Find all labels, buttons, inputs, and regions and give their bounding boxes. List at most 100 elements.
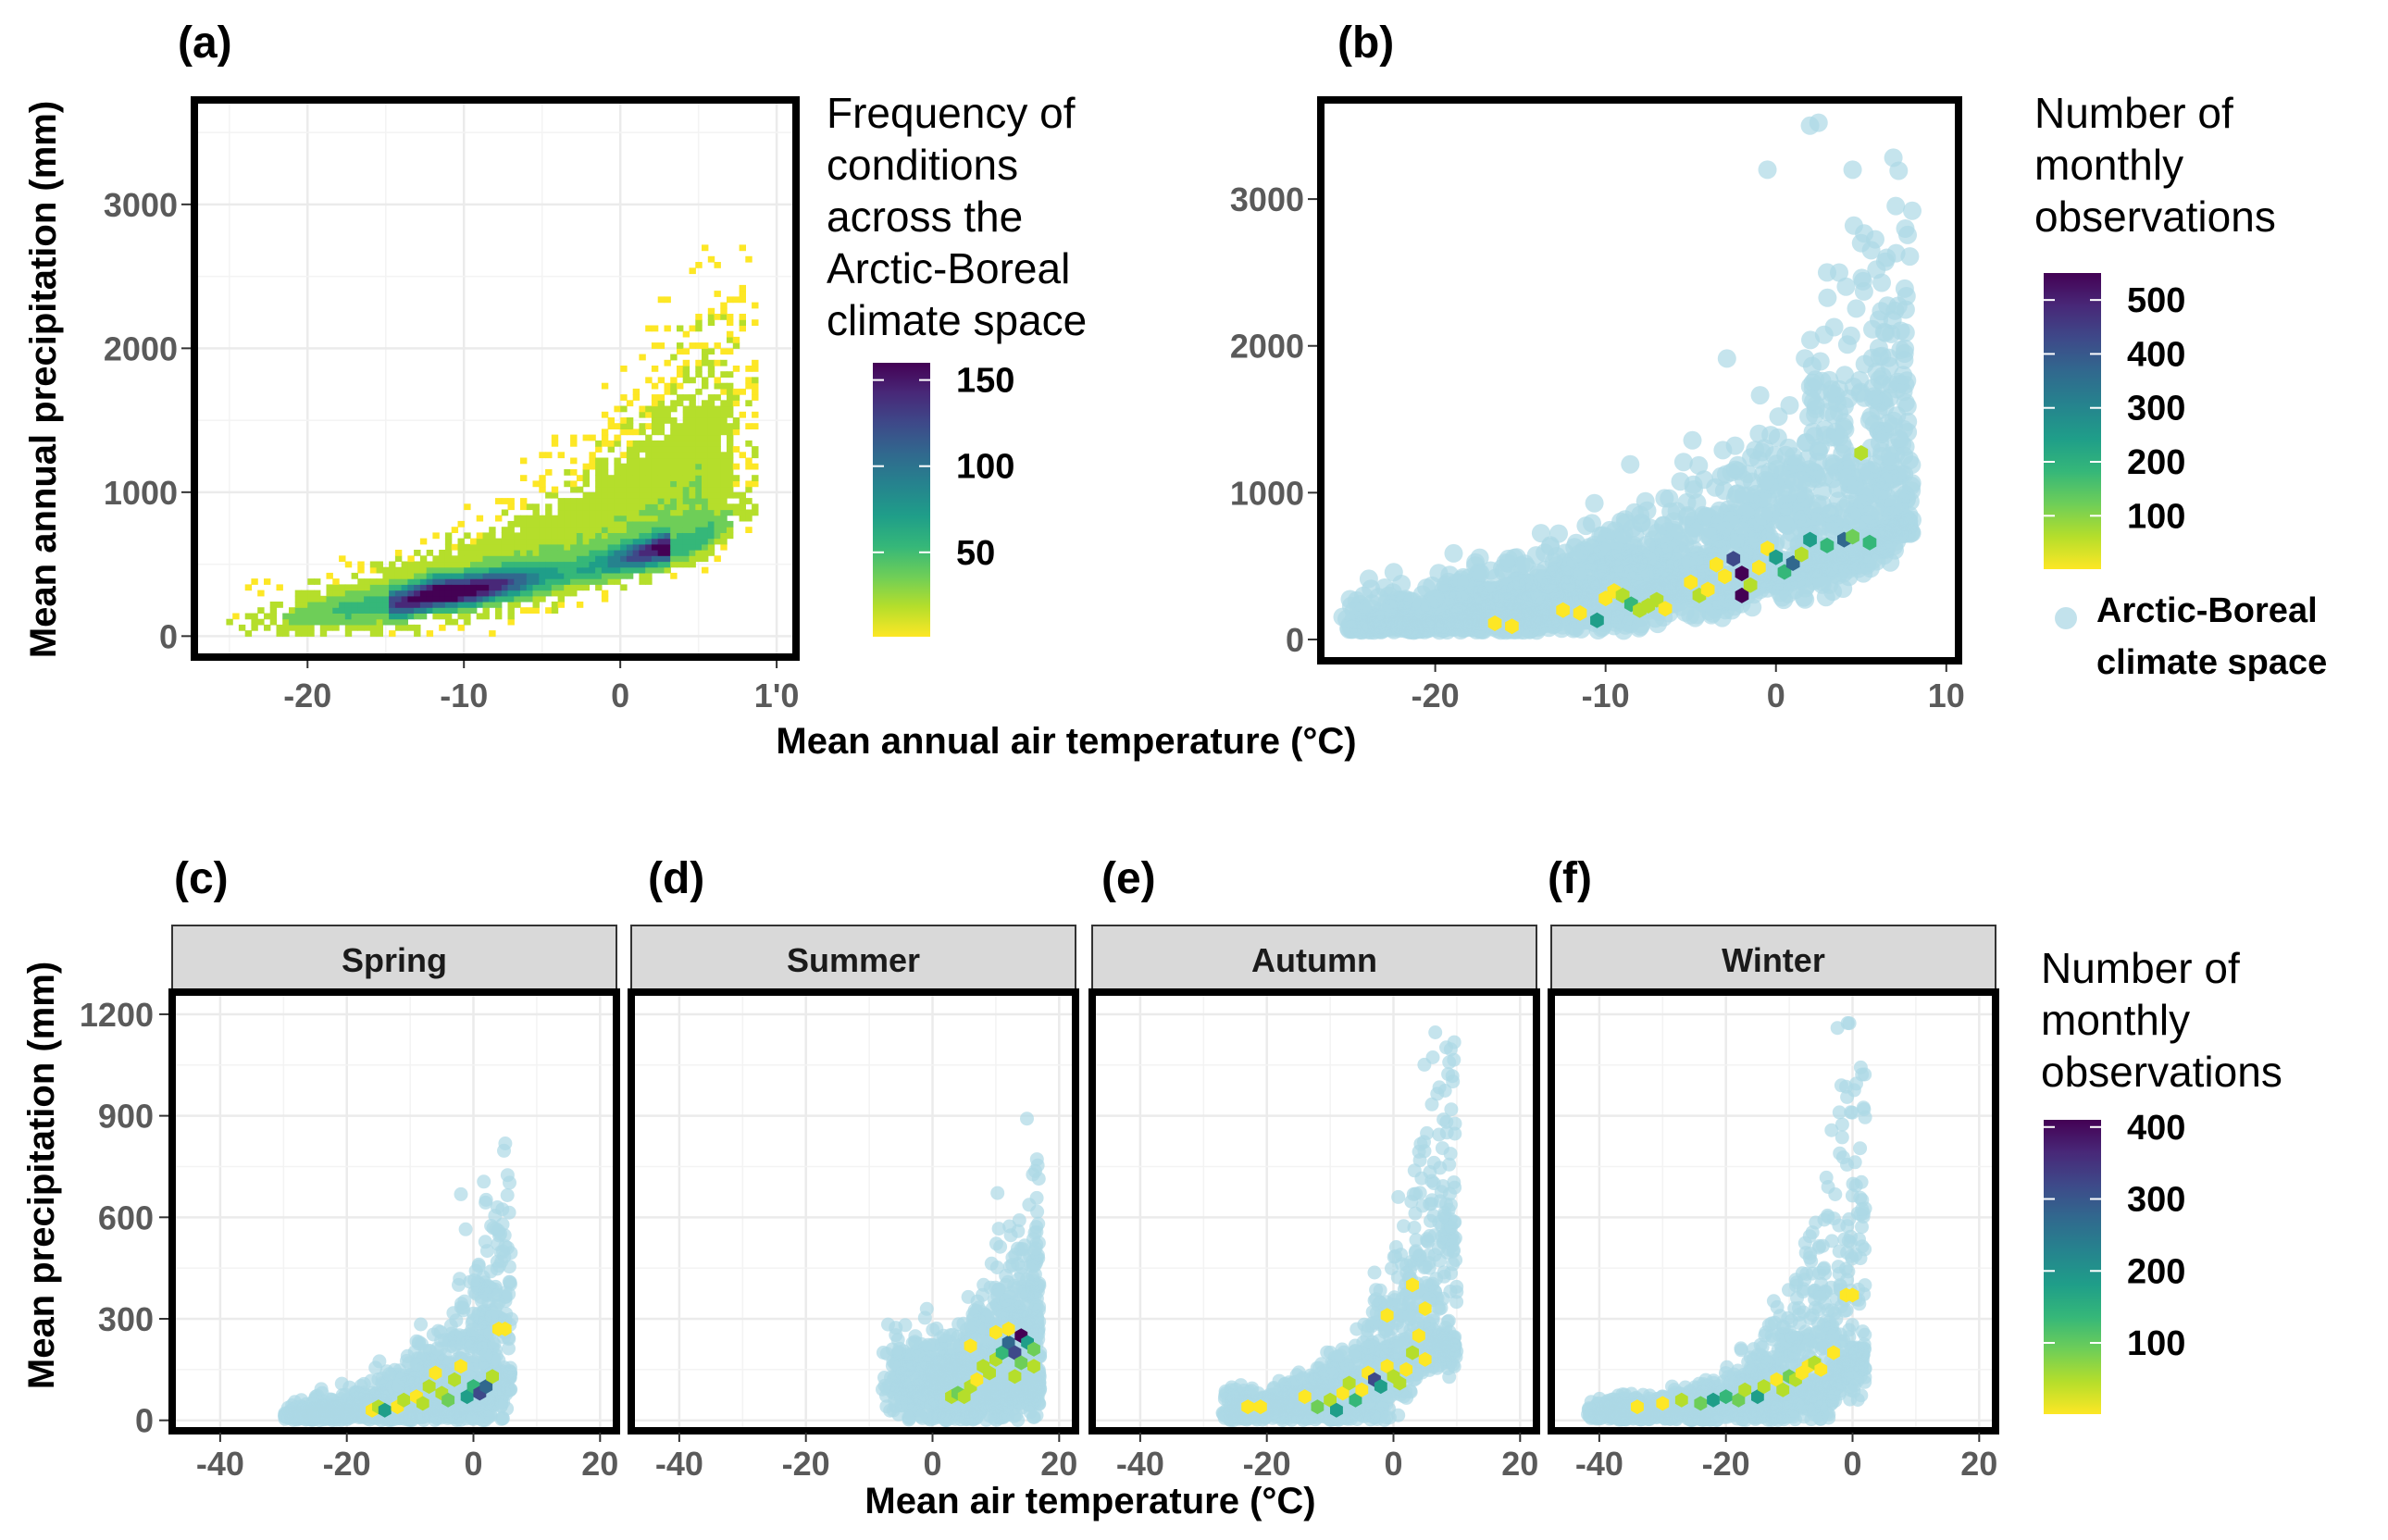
heatmap-cell [269, 613, 278, 620]
heatmap-cell [677, 371, 684, 378]
heatmap-cell [702, 486, 709, 493]
heatmap-cell [639, 527, 646, 533]
heatmap-cell [651, 446, 659, 453]
heatmap-cell [570, 480, 578, 488]
heatmap-cell [632, 498, 641, 504]
heatmap-cell [720, 411, 728, 418]
heatmap-cell [689, 561, 696, 568]
heatmap-cell [520, 595, 528, 602]
heatmap-cell [657, 342, 665, 349]
heatmap-cell [276, 584, 283, 591]
heatmap-cell [495, 578, 503, 585]
heatmap-cell [289, 613, 296, 620]
heatmap-cell [620, 480, 628, 488]
heatmap-cell [357, 584, 365, 591]
heatmap-cell [702, 543, 709, 551]
climate-space-point [1600, 520, 1620, 540]
heatmap-cell [344, 602, 353, 608]
heatmap-cell [689, 342, 696, 349]
heatmap-cell [645, 411, 653, 418]
legend-b-tick-label: 100 [2127, 497, 2185, 536]
heatmap-cell [670, 428, 678, 436]
heatmap-cell [482, 602, 490, 608]
heatmap-cell [752, 359, 759, 366]
heatmap-cell [707, 503, 715, 511]
heatmap-cell [557, 566, 565, 574]
heatmap-cell [244, 630, 253, 637]
heatmap-cell [364, 613, 371, 620]
heatmap-cell [677, 440, 684, 447]
heatmap-cell [645, 377, 653, 384]
heatmap-cell [689, 463, 696, 470]
heatmap-cell [376, 630, 383, 637]
heatmap-cell [557, 538, 565, 545]
heatmap-cell [439, 578, 446, 585]
strip-label-winter: Winter [1722, 941, 1825, 979]
panel-b-x-tick-label: -20 [1412, 677, 1460, 714]
heatmap-cell [720, 543, 728, 551]
climate-space-point [471, 1257, 486, 1272]
heatmap-cell [532, 590, 540, 597]
heatmap-cell [595, 498, 603, 504]
heatmap-cell [720, 388, 728, 395]
heatmap-cell [251, 578, 258, 585]
legend-a-title-line-2: conditions [827, 141, 1018, 189]
heatmap-cell [682, 543, 690, 551]
heatmap-cell [664, 532, 671, 540]
heatmap-cell [376, 578, 383, 585]
heatmap-cell [432, 613, 440, 620]
heatmap-cell [539, 555, 546, 563]
heatmap-cell [432, 595, 440, 602]
climate-space-point [1857, 555, 1876, 575]
heatmap-cell [444, 543, 453, 551]
heatmap-cell [426, 578, 434, 585]
heatmap-cell [545, 527, 553, 533]
heatmap-cell [589, 434, 596, 441]
climate-space-point [453, 1272, 467, 1286]
climate-space-point [1624, 503, 1644, 522]
heatmap-cell [551, 578, 559, 585]
heatmap-cell [351, 590, 358, 597]
climate-space-point [1384, 563, 1403, 582]
heatmap-cell [707, 428, 715, 436]
heatmap-cell [451, 572, 459, 579]
heatmap-cell [526, 543, 534, 551]
heatmap-cell [376, 584, 383, 591]
heatmap-cell [620, 405, 628, 413]
heatmap-cell [614, 578, 621, 585]
climate-space-point [1769, 407, 1788, 427]
heatmap-cell [464, 584, 471, 591]
heatmap-cell [545, 550, 553, 556]
heatmap-cell [720, 314, 728, 320]
heatmap-cell [677, 527, 684, 533]
heatmap-cell [389, 584, 396, 591]
climate-space-point [1487, 580, 1507, 600]
heatmap-cell [682, 527, 690, 533]
heatmap-cell [657, 296, 665, 304]
heatmap-cell [727, 348, 734, 355]
heatmap-cell [714, 314, 721, 320]
heatmap-cell [582, 520, 590, 528]
heatmap-cell [702, 475, 709, 481]
heatmap-cell [720, 486, 728, 493]
climate-space-point [1793, 510, 1812, 529]
heatmap-cell [489, 572, 496, 579]
heatmap-cell [551, 572, 559, 579]
heatmap-cell [589, 578, 596, 585]
heatmap-cell [451, 566, 459, 574]
heatmap-cell [607, 543, 615, 551]
heatmap-cell [714, 434, 721, 441]
panel-a-x-tick-label: -20 [283, 677, 331, 714]
heatmap-cell [444, 595, 453, 602]
heatmap-cell [614, 457, 621, 465]
heatmap-cell [601, 498, 609, 504]
heatmap-cell [294, 613, 303, 620]
heatmap-cell [732, 446, 740, 453]
heatmap-cell [720, 491, 728, 499]
heatmap-cell [476, 572, 484, 579]
heatmap-cell [689, 469, 696, 476]
heatmap-cell [576, 550, 584, 556]
heatmap-cell [657, 394, 665, 401]
heatmap-cell [626, 538, 634, 545]
climate-space-point [1749, 424, 1769, 443]
